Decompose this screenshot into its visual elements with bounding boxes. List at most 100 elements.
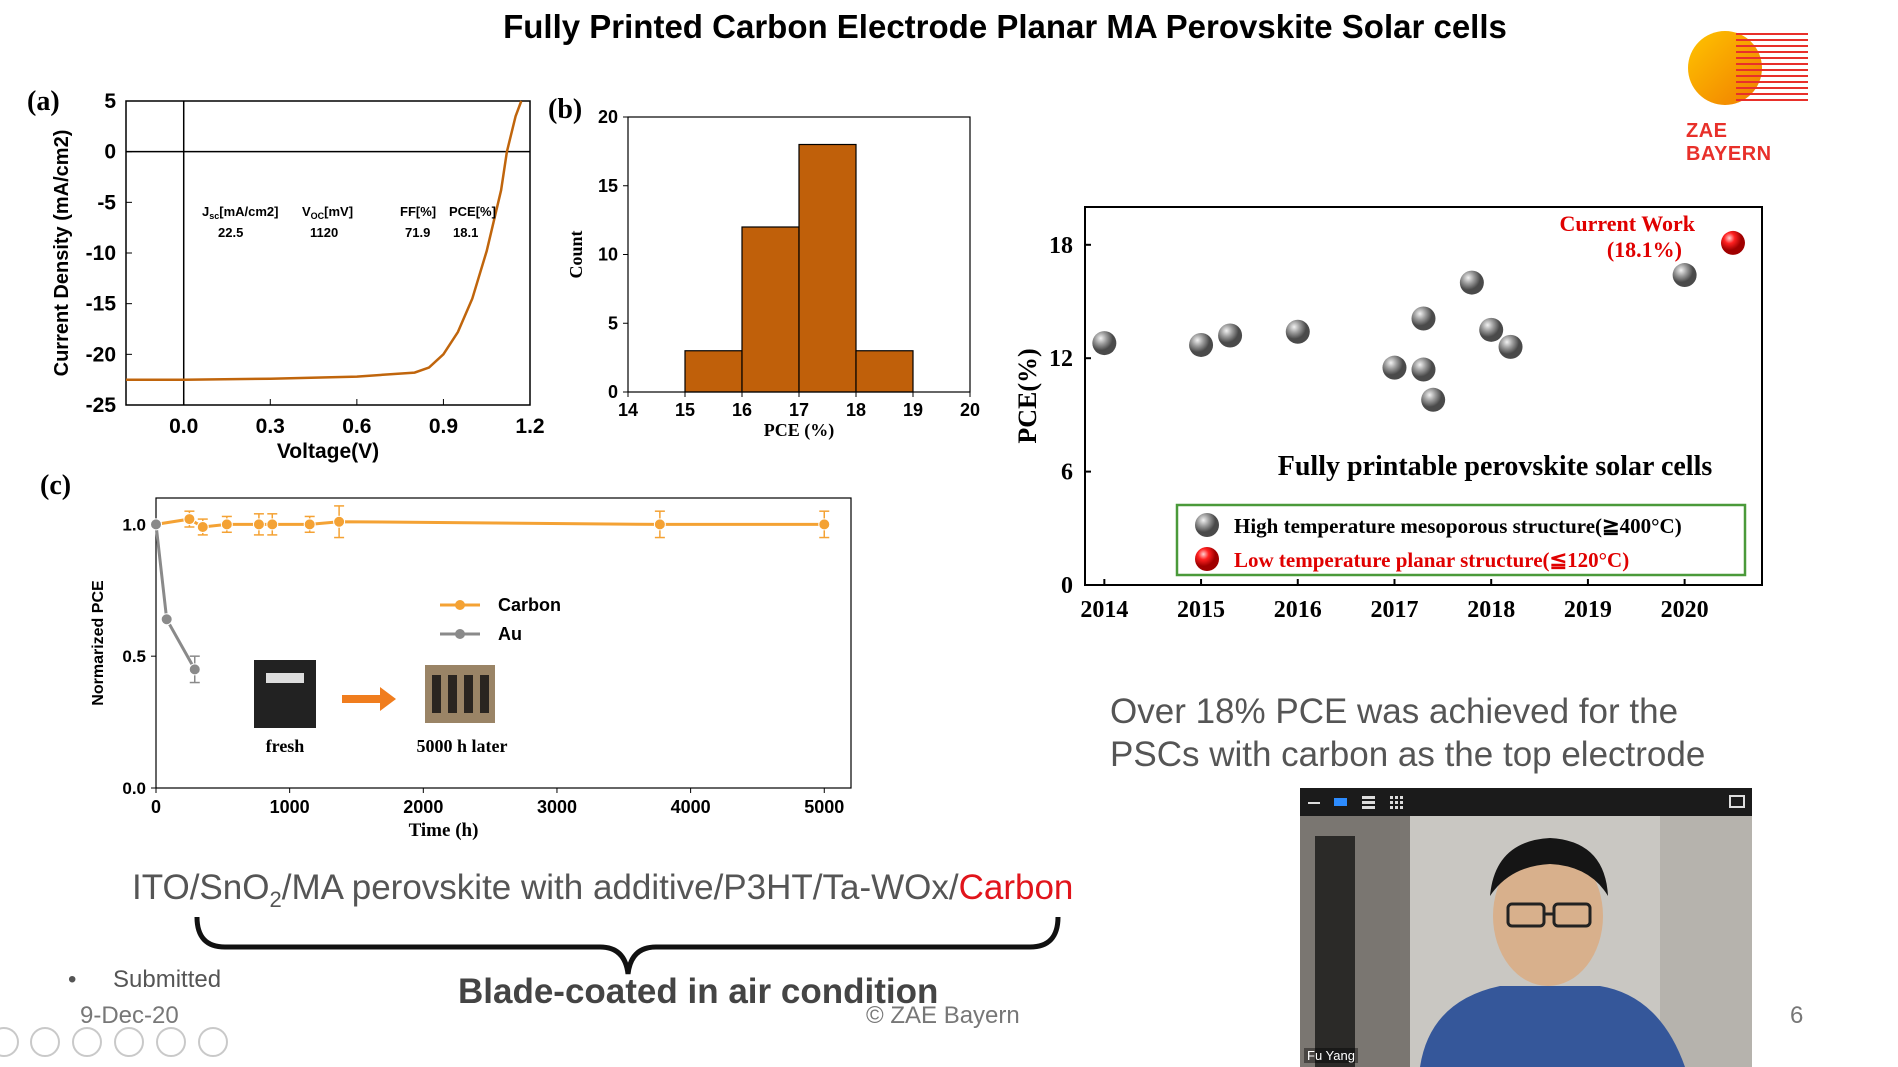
y-tick-label: -15: [86, 293, 117, 316]
y-tick-label: 15: [598, 176, 618, 196]
data-point-carbon: [183, 513, 196, 526]
annotation-line-2: (18.1%): [1607, 237, 1682, 262]
plot-frame: [155, 497, 852, 789]
zae-logo-mark: [1688, 31, 1808, 105]
scatter-point: [1092, 331, 1117, 356]
scatter-point: [1189, 332, 1214, 357]
conclusion-text: Over 18% PCE was achieved for the PSCs w…: [1110, 690, 1705, 776]
y-axis-label: Normarized PCE: [90, 580, 107, 706]
minimize-icon[interactable]: [1308, 802, 1320, 804]
brace-caption: Blade-coated in air condition: [458, 972, 939, 1011]
x-tick-label: 1.2: [515, 415, 544, 438]
x-tick-label: 0.9: [429, 415, 458, 438]
y-tick-label: 0: [608, 382, 618, 402]
scatter-point: [1382, 355, 1407, 380]
x-tick-label: 14: [618, 400, 638, 420]
histogram-bar: [798, 143, 857, 393]
video-toolbar: [1300, 788, 1752, 816]
y-tick-label: 0: [104, 141, 116, 164]
gallery-strip-icon[interactable]: [1362, 796, 1375, 809]
panel-label-b: (b): [548, 94, 583, 125]
aged-device-stripe: [432, 675, 441, 713]
legend-label: Low temperature planar structure(≦120°C): [1234, 548, 1629, 572]
y-tick-label: -25: [86, 394, 117, 417]
data-point-carbon: [818, 518, 831, 531]
fresh-device-photo: [254, 660, 316, 728]
footer-date: 9-Dec-20: [80, 1002, 179, 1029]
table-header-voc: VOC[mV]: [302, 204, 353, 221]
bullet-dot: •: [68, 966, 77, 993]
x-axis-label: PCE (%): [764, 420, 835, 441]
scatter-point: [1411, 357, 1436, 382]
gallery-grid-icon[interactable]: [1390, 796, 1403, 809]
video-call-window[interactable]: Fu Yang: [1300, 788, 1752, 1067]
x-tick-label: 5000: [804, 797, 844, 817]
y-tick-label: -5: [97, 191, 116, 214]
scatter-point: [1479, 317, 1504, 342]
exit-fullscreen-icon[interactable]: [1729, 795, 1745, 808]
aged-device-stripe: [480, 675, 489, 713]
y-tick-label: 0.5: [122, 647, 146, 666]
footer-copyright: © ZAE Bayern: [866, 1002, 1020, 1029]
x-axis-label: Voltage(V): [277, 440, 379, 463]
next-slide-icon[interactable]: [30, 1027, 60, 1057]
y-tick-label: -20: [86, 343, 116, 366]
conclusion-line-2: PSCs with carbon as the top electrode: [1110, 735, 1706, 774]
participant-video: [1300, 816, 1752, 1067]
logo-text: ZAE BAYERN: [1686, 120, 1772, 165]
curly-brace: [194, 916, 1061, 975]
x-tick-label: 2020: [1661, 597, 1709, 623]
x-tick-label: 0: [151, 797, 161, 817]
y-tick-label: 12: [1049, 346, 1073, 372]
zoom-icon[interactable]: [156, 1027, 186, 1057]
stability-chart: 0 1000 2000 3000 4000 5000 0.0 0.5 1.0 Carbon Au fr…: [90, 497, 852, 841]
y-axis-label: Count: [566, 230, 586, 278]
presenter-toolbar: [0, 1026, 240, 1058]
scatter-point: [1411, 306, 1436, 331]
x-tick-label: 18: [846, 400, 866, 420]
data-point-carbon: [303, 518, 316, 531]
plot-frame: [125, 100, 531, 406]
scatter-point: [1285, 319, 1310, 344]
arrow-icon: [342, 687, 396, 711]
formula-subscript: 2: [269, 887, 282, 912]
pen-icon[interactable]: [72, 1027, 102, 1057]
x-tick-label: 4000: [671, 797, 711, 817]
x-tick-label: 0.6: [342, 415, 371, 438]
data-point-carbon: [266, 518, 279, 531]
legend-label-carbon: Carbon: [498, 595, 561, 615]
table-value-jsc: 22.5: [218, 225, 243, 240]
more-options-icon[interactable]: [198, 1027, 228, 1057]
x-tick-label: 19: [903, 400, 923, 420]
inset-label-fresh: fresh: [266, 736, 305, 756]
table-header-pce: PCE[%]: [449, 204, 496, 219]
x-tick-label: 17: [789, 400, 809, 420]
histogram-bar: [684, 350, 743, 393]
scatter-point: [1459, 270, 1484, 295]
x-tick-label: 2014: [1080, 597, 1128, 623]
y-axis-label: PCE(%): [1013, 348, 1042, 443]
x-axis-label: Time (h): [409, 820, 479, 841]
x-tick-label: 15: [675, 400, 695, 420]
aged-device-stripe: [448, 675, 457, 713]
histogram-bar: [741, 226, 800, 393]
data-point-carbon: [653, 518, 666, 531]
pce-histogram-chart: 14 15 16 17 18 19 20 0 5 10 15 20 PCE (%) Count: [566, 107, 980, 441]
slides-grid-icon[interactable]: [114, 1027, 144, 1057]
data-point-carbon: [220, 518, 233, 531]
y-tick-label: 6: [1061, 460, 1073, 486]
legend-label-au: Au: [498, 624, 522, 644]
scatter-point: [1720, 230, 1745, 255]
y-tick-label: 0.0: [122, 779, 146, 798]
legend-marker: [1195, 513, 1219, 537]
table-header-ff: FF[%]: [400, 204, 436, 219]
data-point-au: [160, 613, 173, 626]
speaker-view-icon[interactable]: [1334, 798, 1347, 806]
x-tick-label: 2000: [403, 797, 443, 817]
y-axis-label: Current Density (mA/cm2): [51, 130, 73, 377]
prev-slide-icon[interactable]: [0, 1027, 19, 1057]
participant-name: Fu Yang: [1304, 1048, 1358, 1063]
device-structure: ITO/SnO2/MA perovskite with additive/P3H…: [132, 868, 1073, 913]
chart-caption: Fully printable perovskite solar cells: [1278, 451, 1713, 482]
x-tick-label: 0.0: [169, 415, 198, 438]
